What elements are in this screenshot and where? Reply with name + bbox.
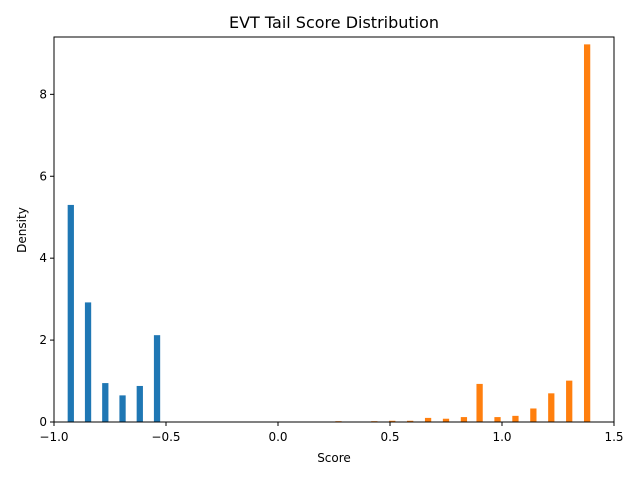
bar-series2-13 — [566, 380, 573, 422]
y-tick-label: 0 — [39, 415, 47, 429]
y-tick-label: 8 — [39, 87, 47, 101]
bar-series1-0 — [67, 204, 74, 422]
bar-series2-12 — [548, 393, 555, 422]
y-axis-label: Density — [15, 207, 29, 253]
bar-series1-4 — [136, 385, 143, 422]
y-tick-label: 6 — [39, 169, 47, 183]
bar-series2-14 — [583, 44, 591, 422]
chart-title: EVT Tail Score Distribution — [229, 13, 439, 32]
x-tick-label: 0.0 — [268, 430, 287, 444]
y-tick-label: 4 — [39, 251, 47, 265]
bar-series2-3 — [389, 420, 396, 422]
bar-series2-9 — [494, 417, 501, 422]
x-tick-label: −1.0 — [39, 430, 68, 444]
bar-series2-4 — [407, 420, 414, 422]
plot-frame — [53, 36, 615, 423]
bar-series1-2 — [102, 383, 109, 422]
x-axis-label: Score — [317, 451, 351, 465]
bar-series2-10 — [512, 415, 519, 422]
bar-series2-5 — [424, 417, 432, 422]
x-tick-label: −0.5 — [151, 430, 180, 444]
bar-series1-1 — [84, 302, 92, 422]
bar-series1-5 — [153, 335, 161, 422]
bar-series2-7 — [460, 417, 468, 422]
x-tick-label: 0.5 — [380, 430, 399, 444]
bar-series2-6 — [442, 418, 450, 422]
y-tick-label: 2 — [39, 333, 47, 347]
bar-series2-8 — [476, 383, 483, 422]
x-axis-ticks: −1.0 −0.5 0.0 0.5 1.0 1.5 — [39, 422, 624, 444]
bar-series2-11 — [530, 408, 537, 422]
x-tick-label: 1.0 — [492, 430, 511, 444]
bar-series1-3 — [119, 395, 126, 422]
y-axis-ticks: 0 2 4 6 8 — [39, 87, 54, 429]
x-tick-label: 1.5 — [604, 430, 623, 444]
bars-group — [67, 44, 591, 422]
